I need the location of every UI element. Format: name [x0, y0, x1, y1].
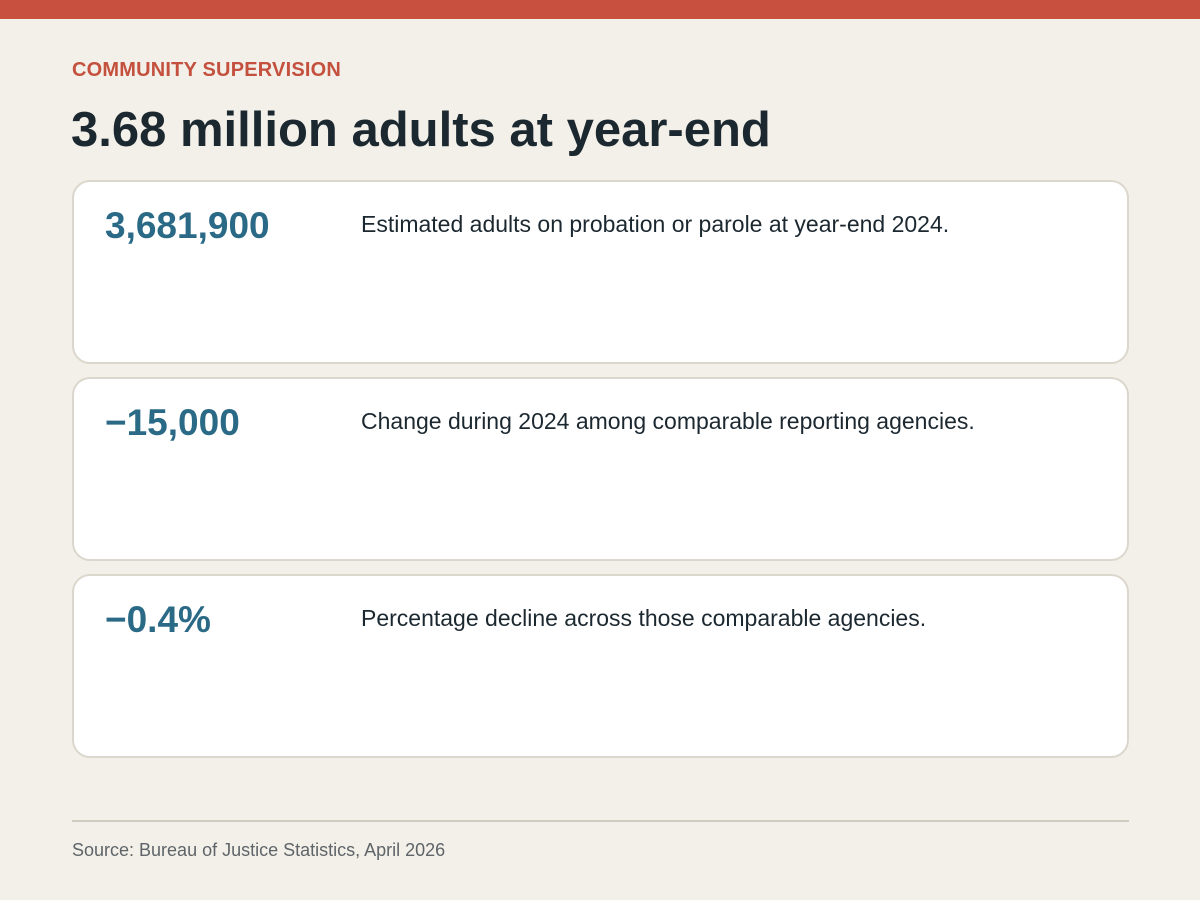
footer-divider: [72, 820, 1129, 822]
section-label: COMMUNITY SUPERVISION: [72, 59, 342, 81]
top-accent-bar: [0, 0, 1200, 19]
source-note: Source: Bureau of Justice Statistics, Ap…: [72, 840, 446, 860]
stat-value: −15,000: [105, 402, 240, 443]
stats-list: 3,681,900 Estimated adults on probation …: [72, 180, 1129, 771]
stat-description: Percentage decline across those comparab…: [361, 605, 927, 631]
stat-card-total: 3,681,900 Estimated adults on probation …: [72, 180, 1129, 364]
stat-card-percentage: −0.4% Percentage decline across those co…: [72, 574, 1129, 758]
stat-value: −0.4%: [105, 599, 211, 640]
stat-description: Change during 2024 among comparable repo…: [361, 408, 975, 434]
page-title: 3.68 million adults at year-end: [71, 103, 771, 157]
stat-description: Estimated adults on probation or parole …: [361, 211, 950, 237]
stat-card-change: −15,000 Change during 2024 among compara…: [72, 377, 1129, 561]
stat-value: 3,681,900: [105, 205, 270, 246]
